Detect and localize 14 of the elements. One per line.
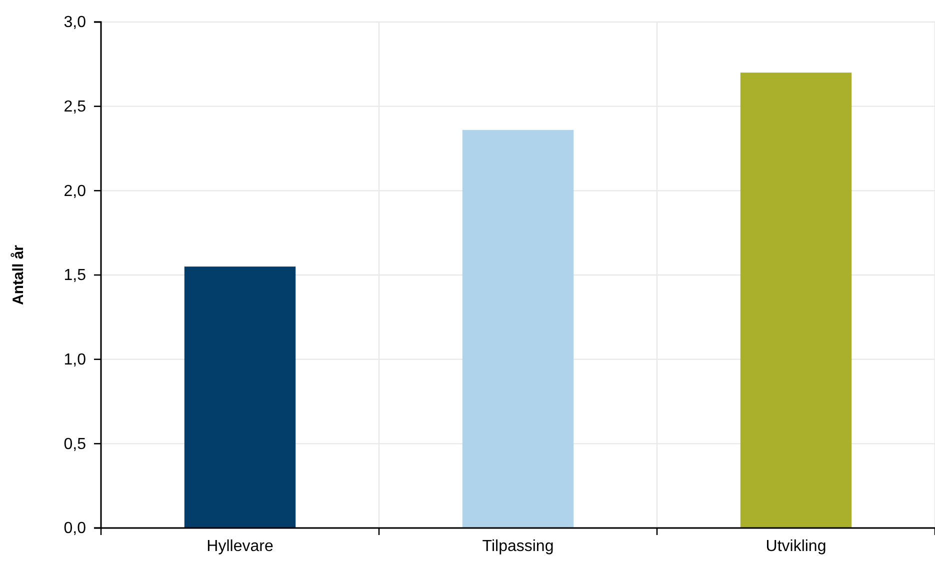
y-tick-label: 1,5 [64,267,86,284]
x-tick-label: Hyllevare [206,538,274,555]
bar [184,266,296,528]
bar [462,130,574,528]
bar [740,72,852,528]
y-tick-label: 0,0 [64,520,86,538]
y-tick-label: 2,5 [64,98,86,116]
y-tick-label: 2,0 [64,182,86,200]
y-axis-title: Antall år [10,244,27,306]
x-tick-label: Tilpassing [482,538,554,555]
y-tick-label: 0,5 [64,436,86,453]
y-tick-label: 1,0 [64,351,86,368]
y-tick-label: 3,0 [64,14,86,32]
x-tick-label: Utvikling [766,538,826,555]
